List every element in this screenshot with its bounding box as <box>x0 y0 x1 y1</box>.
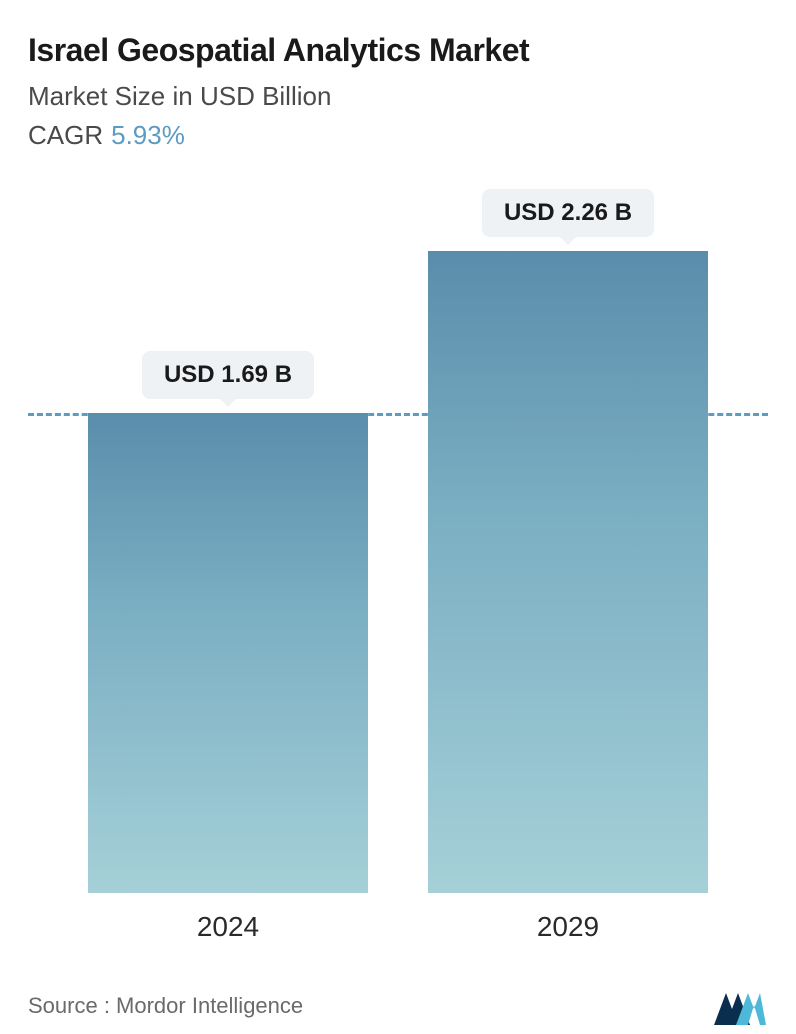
cagr-row: CAGR 5.93% <box>28 120 768 151</box>
value-label-2029: USD 2.26 B <box>482 189 654 237</box>
cagr-label: CAGR <box>28 120 103 150</box>
chart-subtitle: Market Size in USD Billion <box>28 81 768 112</box>
x-label-2024: 2024 <box>88 911 368 943</box>
mordor-logo-icon <box>712 985 768 1027</box>
bar-2029 <box>428 251 708 893</box>
chart-container: Israel Geospatial Analytics Market Marke… <box>0 0 796 1034</box>
bar-group-2024: USD 1.69 B <box>88 413 368 893</box>
bar-2024 <box>88 413 368 893</box>
chart-footer: Source : Mordor Intelligence <box>28 957 768 1027</box>
x-axis-labels: 2024 2029 <box>28 893 768 943</box>
chart-area: USD 1.69 B USD 2.26 B 2024 2029 Source :… <box>28 191 768 1027</box>
cagr-value: 5.93% <box>111 120 185 150</box>
x-label-2029: 2029 <box>428 911 708 943</box>
value-label-2024: USD 1.69 B <box>142 351 314 399</box>
bars-container: USD 1.69 B USD 2.26 B <box>28 191 768 893</box>
source-text: Source : Mordor Intelligence <box>28 993 303 1019</box>
bar-group-2029: USD 2.26 B <box>428 251 708 893</box>
chart-title: Israel Geospatial Analytics Market <box>28 32 768 69</box>
